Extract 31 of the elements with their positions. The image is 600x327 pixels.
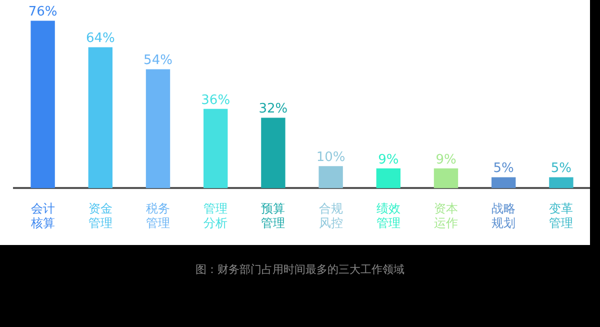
x-tick-label: 变革管理 [549,202,574,230]
x-tick-label: 会计核算 [30,202,55,230]
x-tick-label: 资金管理 [88,202,112,230]
data-label: 10% [316,150,346,166]
data-label: 9% [436,152,456,168]
bar [88,47,112,188]
text: 图：财务部门占用时间最多的三大工作领域 [194,262,406,277]
data-label: 64% [86,31,115,46]
bar [318,166,343,188]
bar [204,108,228,188]
x-tick-label: 绩效管理 [376,202,400,230]
x-tick-label: 预算管理 [261,202,286,230]
bar [549,177,574,188]
x-tick-label: 资本运作 [434,202,458,230]
data-label: 76% [28,4,58,20]
bar [30,20,55,188]
bar [492,177,516,188]
data-label: 32% [258,102,288,117]
bar [146,69,170,188]
x-tick-label: 合规风控 [318,202,343,230]
data-label: 54% [144,53,172,68]
bar [376,168,400,188]
data-label: 36% [201,92,230,108]
x-tick-label: 税务管理 [146,202,170,230]
bar [261,118,286,188]
data-label: 5% [493,161,514,176]
data-label: 5% [550,161,572,176]
x-tick-label: 战略规划 [492,202,516,230]
x-tick-label: 管理分析 [204,202,228,230]
bar [434,168,458,188]
data-label: 9% [378,152,399,168]
